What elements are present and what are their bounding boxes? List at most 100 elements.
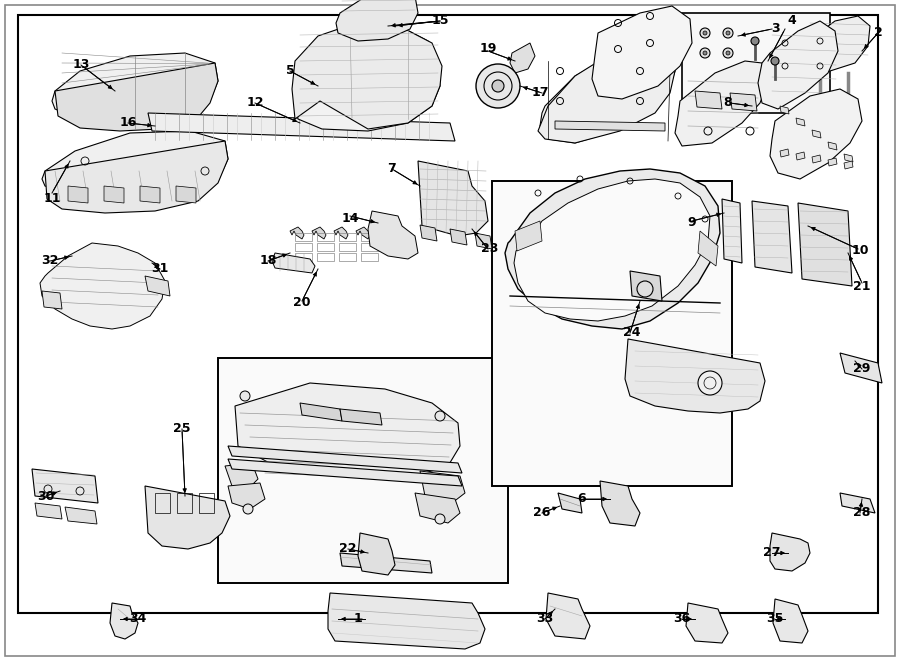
Bar — [492, 181, 732, 486]
Polygon shape — [68, 186, 88, 203]
Polygon shape — [592, 6, 692, 99]
Text: 35: 35 — [766, 613, 784, 625]
Polygon shape — [35, 503, 62, 519]
Polygon shape — [555, 121, 665, 131]
Text: 20: 20 — [293, 297, 310, 309]
Polygon shape — [176, 186, 196, 203]
Polygon shape — [752, 201, 792, 273]
Circle shape — [751, 37, 759, 45]
Polygon shape — [558, 493, 582, 513]
Polygon shape — [148, 113, 455, 141]
Text: 29: 29 — [853, 362, 870, 375]
Text: 32: 32 — [41, 254, 58, 268]
Circle shape — [700, 48, 710, 58]
Circle shape — [698, 371, 722, 395]
Polygon shape — [630, 271, 662, 301]
Polygon shape — [510, 43, 535, 73]
Text: 36: 36 — [673, 613, 690, 625]
Polygon shape — [65, 507, 97, 524]
Polygon shape — [844, 161, 853, 169]
Polygon shape — [780, 106, 789, 114]
Polygon shape — [625, 339, 765, 413]
Polygon shape — [328, 593, 485, 649]
Polygon shape — [828, 158, 837, 166]
Polygon shape — [228, 459, 462, 486]
Polygon shape — [40, 243, 165, 329]
Polygon shape — [104, 186, 124, 203]
Text: 17: 17 — [531, 87, 549, 100]
Text: 8: 8 — [724, 97, 733, 110]
Text: 6: 6 — [578, 492, 586, 506]
Polygon shape — [420, 471, 465, 503]
Polygon shape — [336, 0, 418, 41]
Circle shape — [723, 48, 733, 58]
Polygon shape — [698, 231, 718, 266]
Polygon shape — [770, 533, 810, 571]
Polygon shape — [340, 409, 382, 425]
Polygon shape — [145, 486, 230, 549]
Polygon shape — [840, 353, 882, 383]
Polygon shape — [356, 227, 370, 239]
Polygon shape — [686, 603, 728, 643]
Polygon shape — [828, 142, 837, 150]
Text: 22: 22 — [339, 543, 356, 555]
Polygon shape — [812, 155, 821, 163]
Polygon shape — [796, 152, 805, 160]
Text: 4: 4 — [788, 15, 796, 28]
Circle shape — [243, 504, 253, 514]
Polygon shape — [840, 493, 875, 513]
Polygon shape — [140, 186, 160, 203]
Polygon shape — [540, 43, 675, 143]
Polygon shape — [798, 203, 852, 286]
Circle shape — [637, 281, 653, 297]
Polygon shape — [42, 131, 228, 196]
Polygon shape — [844, 154, 853, 162]
Polygon shape — [235, 383, 460, 479]
Polygon shape — [378, 227, 392, 239]
Polygon shape — [546, 593, 590, 639]
Polygon shape — [730, 93, 757, 111]
Text: 12: 12 — [247, 97, 264, 110]
Text: 7: 7 — [388, 163, 396, 176]
Circle shape — [435, 411, 445, 421]
Polygon shape — [418, 161, 488, 236]
Polygon shape — [368, 211, 418, 259]
Text: 13: 13 — [72, 59, 90, 71]
Polygon shape — [300, 403, 342, 421]
Polygon shape — [55, 63, 218, 131]
Polygon shape — [32, 469, 98, 503]
Text: 2: 2 — [874, 26, 882, 40]
Circle shape — [476, 64, 520, 108]
Text: 5: 5 — [285, 65, 294, 77]
Polygon shape — [295, 29, 440, 131]
Polygon shape — [358, 533, 395, 575]
Polygon shape — [415, 493, 460, 523]
Polygon shape — [334, 227, 348, 239]
Bar — [218, 358, 508, 583]
Text: 1: 1 — [354, 613, 363, 625]
Text: 28: 28 — [853, 506, 870, 520]
Text: 21: 21 — [853, 280, 871, 293]
Circle shape — [435, 514, 445, 524]
Polygon shape — [228, 446, 462, 473]
Circle shape — [492, 80, 504, 92]
Polygon shape — [45, 141, 228, 213]
Text: 34: 34 — [130, 613, 147, 625]
Circle shape — [726, 51, 730, 55]
Polygon shape — [52, 53, 218, 121]
Polygon shape — [514, 179, 710, 321]
Text: 18: 18 — [259, 254, 276, 268]
Circle shape — [240, 391, 250, 401]
Polygon shape — [290, 227, 304, 239]
Text: 27: 27 — [763, 547, 781, 559]
Polygon shape — [110, 603, 138, 639]
Polygon shape — [773, 599, 808, 643]
Polygon shape — [145, 276, 170, 296]
Circle shape — [726, 31, 730, 35]
Polygon shape — [312, 227, 326, 239]
Circle shape — [703, 51, 707, 55]
Polygon shape — [722, 199, 742, 263]
Polygon shape — [515, 221, 542, 251]
Polygon shape — [42, 291, 62, 309]
Polygon shape — [600, 481, 640, 526]
